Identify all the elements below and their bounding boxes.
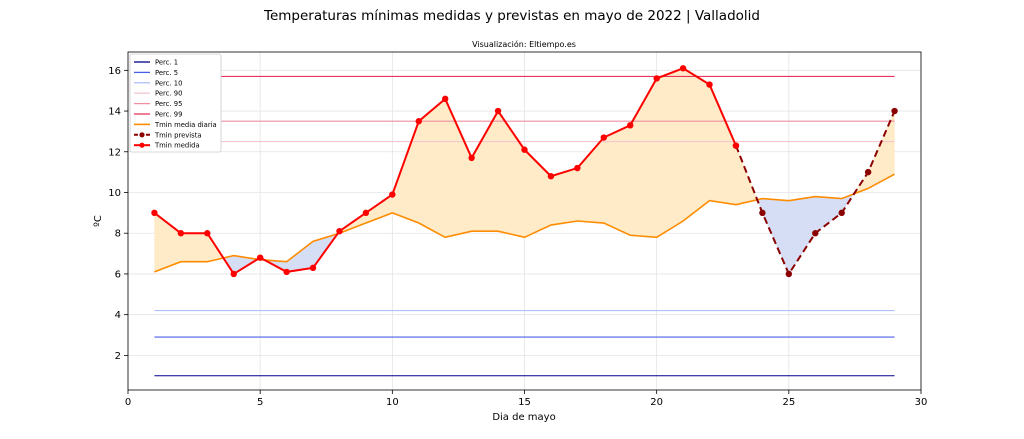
fill-area (577, 137, 604, 224)
fill-area (471, 110, 499, 232)
x-tick-label: 15 (518, 397, 531, 408)
point-medida (177, 230, 185, 237)
point-medida (547, 173, 555, 180)
fill-area (445, 98, 472, 238)
fill-area (180, 233, 208, 262)
point-medida (468, 154, 475, 162)
fill-area (286, 241, 314, 273)
fill-area (735, 145, 758, 205)
legend-label: Perc. 99 (155, 111, 182, 119)
legend: Perc. 1 Perc. 5 Perc. 10 Perc. 90 Perc. 95 Pe… (129, 53, 222, 153)
y-tick-label: 16 (108, 66, 121, 77)
axis-ticks: 0 5 10 15 20 25 30 2 4 6 8 10 12 14 16 (108, 66, 927, 408)
legend-label: Perc. 5 (155, 69, 178, 77)
point-medida (653, 75, 660, 82)
point-medida (521, 146, 528, 153)
y-tick-label: 10 (108, 188, 121, 199)
x-tick-label: 30 (915, 397, 928, 408)
fill-area (815, 196, 842, 234)
point-prevista (812, 230, 819, 237)
point-medida (679, 65, 687, 72)
series-lines (151, 65, 898, 278)
point-medida (574, 164, 581, 172)
y-tick-label: 2 (115, 351, 121, 362)
legend-box (129, 53, 222, 153)
point-medida (600, 134, 607, 141)
y-tick-label: 4 (115, 310, 121, 321)
y-tick-label: 6 (115, 269, 121, 280)
point-medida (204, 230, 211, 237)
y-axis-label: ºC (93, 215, 104, 227)
point-medida (230, 270, 237, 278)
x-tick-label: 25 (782, 397, 795, 408)
percentile-lines (154, 75, 895, 377)
chart-title: Temperaturas mínimas medidas y previstas… (263, 8, 760, 24)
legend-marker (139, 142, 145, 148)
x-tick-label: 0 (125, 397, 131, 408)
x-tick-label: 5 (257, 397, 263, 408)
fill-area (788, 196, 816, 275)
y-tick-label: 14 (108, 107, 121, 118)
point-prevista (785, 270, 793, 278)
point-medida (706, 81, 713, 88)
point-medida (256, 254, 264, 261)
x-tick-label: 20 (650, 397, 663, 408)
fill-area (709, 84, 737, 205)
legend-label: Perc. 90 (155, 90, 182, 98)
y-tick-label: 12 (108, 147, 121, 158)
legend-label: Tmin prevista (154, 131, 202, 139)
point-prevista (838, 209, 845, 217)
legend-marker (139, 132, 145, 138)
point-medida (309, 264, 317, 272)
fill-area (682, 68, 710, 222)
fill-area (550, 167, 578, 226)
fill-area (418, 98, 446, 238)
point-medida (283, 268, 290, 276)
chart-subtitle: Visualización: Eltiempo.es (472, 39, 576, 49)
point-medida (336, 227, 343, 235)
legend-label: Tmin media diaria (154, 121, 217, 129)
point-medida (362, 209, 370, 217)
legend-label: Perc. 1 (155, 59, 178, 67)
legend-label: Tmin medida (154, 142, 200, 150)
point-prevista (891, 107, 898, 115)
point-medida (389, 191, 396, 198)
fill-area (656, 68, 684, 238)
fill-area (392, 121, 419, 224)
point-medida (151, 209, 158, 217)
series-line-media (154, 173, 895, 273)
point-prevista (864, 168, 872, 176)
point-prevista (759, 209, 766, 217)
y-tick-label: 8 (115, 229, 121, 240)
point-medida (442, 95, 449, 103)
point-medida (627, 122, 634, 129)
legend-label: Perc. 95 (155, 100, 182, 108)
legend-label: Perc. 10 (155, 79, 182, 87)
point-medida (415, 118, 422, 125)
point-medida (732, 142, 740, 149)
x-axis-label: Dia de mayo (492, 412, 555, 423)
x-tick-label: 10 (386, 397, 399, 408)
point-medida (494, 107, 502, 115)
